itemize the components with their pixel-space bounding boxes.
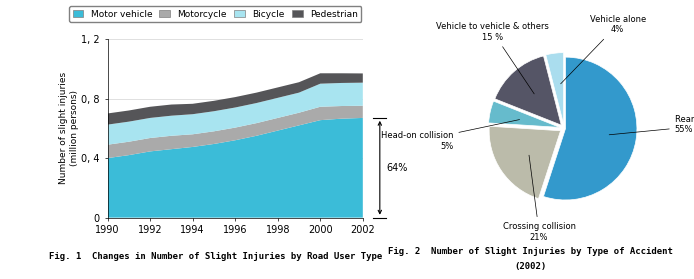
Text: Rear-end collision
55%: Rear-end collision 55% [609, 115, 694, 135]
Text: (2002): (2002) [515, 262, 547, 271]
Wedge shape [543, 57, 637, 200]
Text: Vehicle alone
4%: Vehicle alone 4% [561, 15, 646, 84]
Text: Vehicle to vehicle & others
15 %: Vehicle to vehicle & others 15 % [437, 22, 549, 94]
Text: Fig. 2  Number of Slight Injuries by Type of Accident: Fig. 2 Number of Slight Injuries by Type… [389, 247, 673, 256]
Text: 64%: 64% [386, 163, 407, 173]
Wedge shape [489, 101, 560, 128]
Y-axis label: Number of slight injuries
(million persons): Number of slight injuries (million perso… [59, 72, 78, 184]
Text: Head-on collision
5%: Head-on collision 5% [381, 120, 520, 151]
Wedge shape [495, 56, 561, 125]
Text: Fig. 1  Changes in Number of Slight Injuries by Road User Type: Fig. 1 Changes in Number of Slight Injur… [49, 252, 382, 261]
Legend: Motor vehicle, Motorcycle, Bicycle, Pedestrian: Motor vehicle, Motorcycle, Bicycle, Pede… [69, 6, 362, 22]
Text: Crossing collision
21%: Crossing collision 21% [502, 155, 575, 242]
Wedge shape [489, 126, 561, 199]
Wedge shape [545, 53, 564, 124]
